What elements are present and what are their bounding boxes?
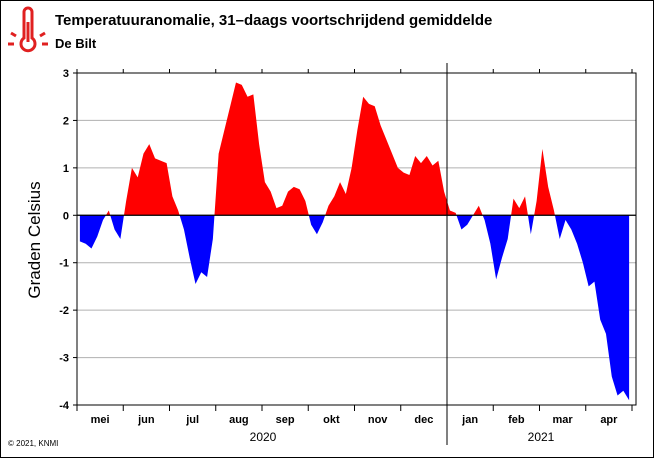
x-tick-label: jan: [461, 414, 478, 426]
y-tick-label: -2: [59, 305, 69, 317]
x-tick-label: apr: [600, 414, 618, 426]
y-tick-label: 1: [63, 163, 69, 175]
x-tick-label: nov: [368, 414, 388, 426]
subtitle: De Bilt: [55, 36, 97, 51]
x-tick-label: mei: [91, 414, 110, 426]
y-tick-label: -3: [59, 353, 69, 365]
negative-area: [79, 215, 630, 401]
x-tick-label: feb: [508, 414, 525, 426]
year-label: 2021: [528, 430, 555, 444]
y-tick-label: 2: [63, 115, 69, 127]
y-tick-label: 0: [63, 210, 69, 222]
thermometer-icon: [8, 6, 48, 53]
y-tick-label: -4: [59, 400, 70, 412]
x-tick-label: dec: [414, 414, 433, 426]
credit: © 2021, KNMI: [8, 439, 58, 448]
chart-title: Temperatuuranomalie, 31–daags voortschri…: [55, 12, 492, 29]
x-tick-label: mar: [553, 414, 574, 426]
y-tick-label: 3: [63, 68, 69, 80]
x-tick-label: okt: [323, 414, 340, 426]
year-label: 2020: [250, 430, 277, 444]
y-tick-label: -1: [59, 258, 69, 270]
x-tick-label: jul: [185, 414, 199, 426]
positive-area: [105, 82, 555, 216]
x-tick-label: jun: [137, 414, 155, 426]
plot-frame: [76, 72, 637, 406]
x-tick-label: sep: [276, 414, 295, 426]
y-axis-label: Graden Celsius: [25, 181, 44, 298]
x-tick-label: aug: [229, 414, 249, 426]
